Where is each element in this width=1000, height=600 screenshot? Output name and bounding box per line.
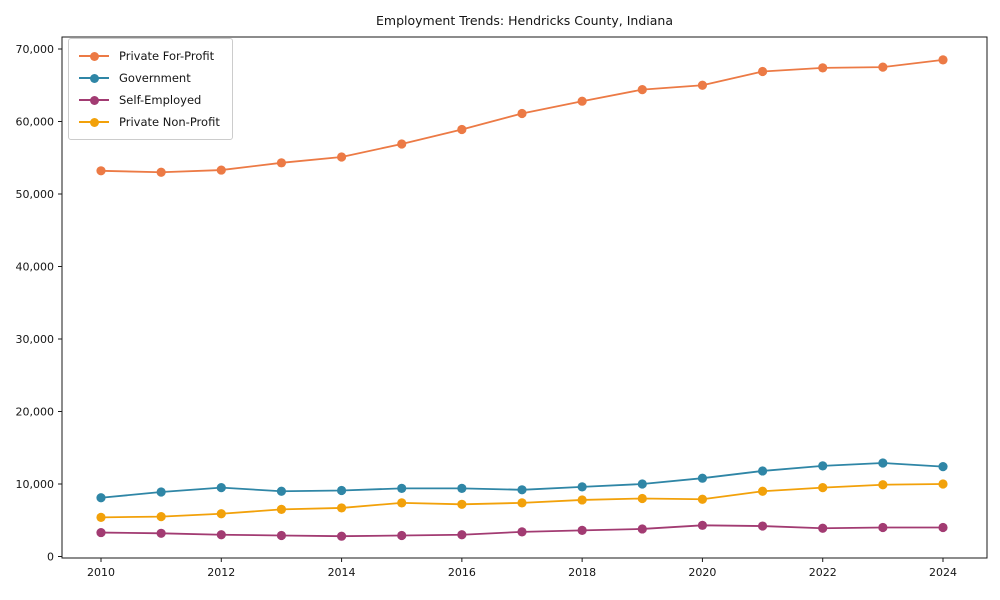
- point-private-for-profit-2022: [818, 63, 828, 73]
- legend-marker-icon: [79, 95, 109, 105]
- point-self-employed-2011: [156, 528, 166, 538]
- legend-dot-icon: [89, 51, 99, 61]
- point-self-employed-2019: [637, 524, 647, 534]
- legend-label: Private For-Profit: [119, 49, 215, 63]
- axes-frame: [61, 36, 988, 559]
- x-tick-label: 2012: [207, 566, 235, 579]
- point-government-2010: [96, 493, 106, 503]
- point-private-non-profit-2020: [697, 494, 708, 504]
- point-government-2023: [878, 458, 888, 468]
- y-tick-label: 20,000: [16, 406, 55, 419]
- point-government-2011: [156, 487, 166, 497]
- point-private-non-profit-2017: [517, 498, 527, 508]
- legend-dot-icon: [89, 95, 99, 105]
- point-government-2019: [637, 479, 647, 489]
- legend-label: Self-Employed: [119, 93, 202, 107]
- point-private-non-profit-2013: [276, 504, 287, 514]
- point-private-for-profit-2017: [517, 108, 527, 119]
- point-private-for-profit-2016: [457, 124, 467, 135]
- point-private-for-profit-2011: [156, 167, 166, 177]
- legend-item-government: Government: [79, 67, 220, 89]
- x-tick-label: 2010: [87, 566, 115, 579]
- point-government-2018: [577, 482, 587, 492]
- y-tick-label: 10,000: [16, 478, 55, 491]
- x-tick-label: 2014: [328, 566, 356, 579]
- point-private-for-profit-2021: [757, 66, 768, 77]
- point-private-for-profit-2024: [938, 55, 948, 65]
- point-private-non-profit-2019: [637, 493, 647, 504]
- point-private-for-profit-2010: [96, 166, 106, 176]
- point-self-employed-2016: [457, 530, 467, 540]
- point-government-2017: [517, 485, 527, 495]
- point-private-for-profit-2019: [637, 85, 647, 95]
- point-private-for-profit-2012: [216, 165, 226, 175]
- legend-dot-icon: [89, 73, 99, 83]
- legend-item-private-for-profit: Private For-Profit: [79, 45, 220, 67]
- legend-label: Private Non-Profit: [119, 115, 220, 129]
- point-self-employed-2018: [577, 525, 587, 536]
- point-private-for-profit-2014: [336, 152, 347, 162]
- point-private-for-profit-2018: [577, 96, 587, 106]
- point-private-non-profit-2010: [96, 512, 106, 522]
- chart-legend: Private For-Profit Government Self-Employe…: [68, 38, 233, 140]
- point-self-employed-2023: [878, 522, 888, 533]
- point-private-non-profit-2021: [757, 486, 768, 496]
- point-self-employed-2022: [818, 523, 828, 533]
- x-tick-label: 2016: [448, 566, 476, 579]
- point-private-non-profit-2018: [577, 495, 587, 505]
- legend-label: Government: [119, 71, 191, 85]
- point-government-2012: [216, 483, 226, 493]
- point-self-employed-2013: [276, 530, 287, 541]
- point-self-employed-2014: [336, 531, 347, 541]
- point-self-employed-2020: [697, 520, 708, 530]
- point-private-non-profit-2016: [457, 499, 467, 509]
- x-tick-label: 2024: [929, 566, 957, 579]
- point-self-employed-2010: [96, 527, 106, 538]
- point-private-non-profit-2023: [878, 480, 888, 490]
- legend-item-private-non-profit: Private Non-Profit: [79, 111, 220, 133]
- point-self-employed-2015: [397, 530, 407, 541]
- x-tick-label: 2018: [568, 566, 596, 579]
- point-self-employed-2024: [938, 522, 948, 533]
- point-private-for-profit-2023: [878, 62, 888, 72]
- point-government-2016: [457, 483, 467, 493]
- y-tick-label: 60,000: [16, 116, 55, 129]
- point-private-for-profit-2013: [276, 158, 287, 168]
- legend-item-self-employed: Self-Employed: [79, 89, 220, 111]
- point-private-non-profit-2012: [216, 509, 226, 519]
- legend-marker-icon: [79, 51, 109, 61]
- point-government-2013: [276, 486, 287, 496]
- point-private-non-profit-2014: [336, 503, 347, 513]
- point-private-for-profit-2020: [697, 80, 708, 90]
- point-government-2021: [757, 466, 768, 476]
- point-government-2024: [938, 462, 948, 472]
- point-government-2014: [336, 485, 347, 496]
- y-tick-label: 70,000: [16, 43, 55, 56]
- point-self-employed-2021: [757, 521, 768, 531]
- y-tick-label: 0: [47, 551, 54, 564]
- legend-dot-icon: [89, 117, 99, 127]
- y-tick-label: 30,000: [16, 333, 55, 346]
- point-self-employed-2012: [216, 530, 226, 540]
- point-private-non-profit-2022: [818, 483, 828, 493]
- point-private-non-profit-2024: [938, 479, 948, 489]
- point-government-2020: [697, 473, 708, 483]
- legend-marker-icon: [79, 73, 109, 83]
- point-private-non-profit-2011: [156, 512, 166, 522]
- y-tick-label: 40,000: [16, 261, 55, 274]
- legend-marker-icon: [79, 117, 109, 127]
- point-private-for-profit-2015: [397, 139, 407, 149]
- x-tick-label: 2022: [809, 566, 837, 579]
- x-tick-label: 2020: [688, 566, 716, 579]
- point-government-2022: [818, 461, 828, 471]
- point-private-non-profit-2015: [397, 498, 407, 508]
- point-government-2015: [397, 483, 407, 493]
- y-tick-label: 50,000: [16, 188, 55, 201]
- chart-title: Employment Trends: Hendricks County, Ind…: [376, 13, 673, 28]
- point-self-employed-2017: [517, 527, 527, 537]
